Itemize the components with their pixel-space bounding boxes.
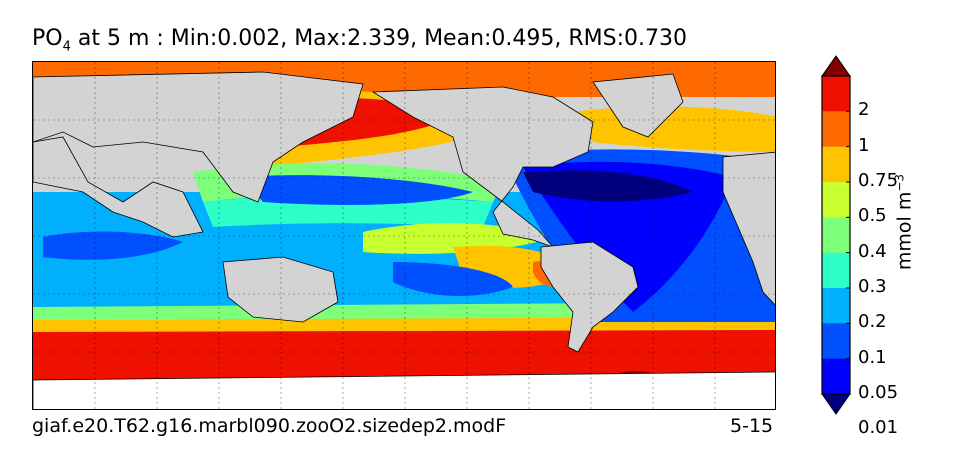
colorbar-segment (822, 182, 850, 218)
colorbar-tick-label: 0.01 (858, 417, 899, 439)
australia (222, 256, 339, 323)
colorbar-bottom-arrow (821, 393, 851, 415)
map-panel (32, 61, 776, 410)
colorbar-outline (821, 75, 851, 395)
po4-map (33, 62, 775, 409)
colorbar-tick-label: 0.2 (858, 311, 887, 333)
colorbar-segment (822, 323, 850, 360)
colorbar-tick-label: 0.1 (858, 346, 887, 368)
south-pacific-gyre-blue (393, 262, 513, 297)
plot-title: PO4 at 5 m : Min:0.002, Max:2.339, Mean:… (32, 26, 688, 55)
colorbar-tick-label: 2 (858, 99, 870, 121)
indian-gyre-blue (43, 231, 183, 260)
colorbar-segment (822, 288, 850, 324)
colorbar-segment (822, 358, 850, 395)
colorbar-segments (822, 76, 850, 395)
south-america (540, 241, 639, 353)
north-atlantic-navy (523, 170, 693, 202)
north-atlantic-orange (573, 106, 775, 152)
colorbar-segment (822, 76, 850, 112)
pacific-gyre-blue (243, 175, 473, 205)
colorbar-segment (822, 146, 850, 183)
colorbar (821, 55, 851, 415)
map-gridlines (33, 62, 775, 409)
north-pacific-cyan (203, 196, 493, 227)
colorbar-tick-label: 0.05 (858, 382, 899, 403)
colorbar-tick-label: 1 (858, 134, 870, 156)
colorbar-segment (822, 217, 850, 254)
greenland (592, 73, 684, 138)
colorbar-tick-label: 0.3 (858, 276, 887, 297)
years-label: 5-15 (730, 415, 774, 437)
colorbar-tick-label: 0.4 (858, 240, 887, 262)
colorbar-segment (822, 252, 850, 289)
antarctica (33, 371, 775, 409)
colorbar-segment (822, 111, 850, 148)
north-america (371, 86, 594, 248)
case-name-label: giaf.e20.T62.g16.marbl090.zooO2.sizedep2… (32, 415, 507, 437)
colorbar-units-label: mmol m−3 (892, 173, 916, 271)
india-se-asia (33, 136, 204, 238)
colorbar-top-arrow (821, 55, 851, 77)
colorbar-tick-label: 0.5 (858, 205, 887, 227)
eurasia-east (33, 71, 364, 203)
africa (722, 151, 775, 306)
colorbar-tick-label: 0.75 (858, 170, 899, 191)
